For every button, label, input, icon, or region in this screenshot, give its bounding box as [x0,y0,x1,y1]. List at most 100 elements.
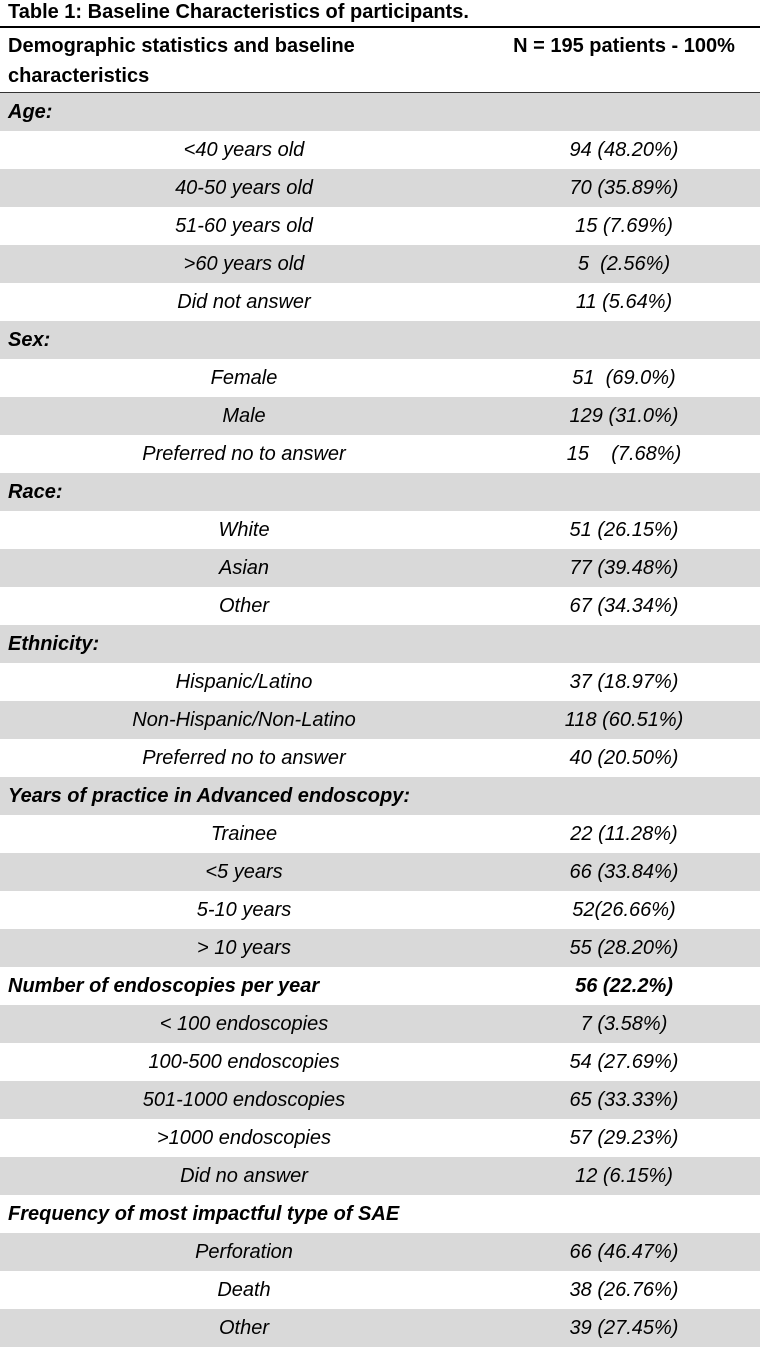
table-row: Female 51 (69.0%) [0,359,760,397]
row-label: Preferred no to answer [142,747,346,769]
row-label: Did not answer [177,291,311,313]
group-label: Years of practice in Advanced endoscopy: [8,785,410,807]
row-label: Preferred no to answer [142,443,346,465]
row-label: <40 years old [183,139,305,161]
table-group-row: Race: [0,473,760,511]
row-label: Trainee [210,823,278,845]
row-value: 5 (2.56%) [577,253,671,275]
table-group-row: Age: [0,93,760,131]
row-value: 7 (3.58%) [580,1013,668,1035]
row-value: 12 (6.15%) [575,1165,673,1187]
row-label: < 100 endoscopies [159,1013,329,1035]
table-row: Death 38 (26.76%) [0,1271,760,1309]
table-group-row: Sex: [0,321,760,359]
row-label: Perforation [195,1241,293,1263]
table-row: Preferred no to answer 40 (20.50%) [0,739,760,777]
row-label: >1000 endoscopies [156,1127,332,1149]
row-value: 70 (35.89%) [569,177,679,199]
table-row: Did no answer 12 (6.15%) [0,1157,760,1195]
row-value: 57 (29.23%) [569,1127,679,1149]
table-row: White 51 (26.15%) [0,511,760,549]
table-group-row: Frequency of most impactful type of SAE [0,1195,760,1233]
table-row: Asian 77 (39.48%) [0,549,760,587]
row-value: 11 (5.64%) [575,291,673,313]
table-row: 100-500 endoscopies 54 (27.69%) [0,1043,760,1081]
table-row: <5 years 66 (33.84%) [0,853,760,891]
row-value: 55 (28.20%) [569,937,679,959]
row-value [488,473,760,511]
row-label: Non-Hispanic/Non-Latino [132,709,356,731]
header-characteristics: Demographic statistics and baseline char… [8,35,355,87]
row-label: Female [210,367,278,389]
row-value: 51 (26.15%) [569,519,679,541]
group-label: Frequency of most impactful type of SAE [8,1203,400,1225]
table-header-row: Demographic statistics and baseline char… [0,28,760,93]
row-value: 54 (27.69%) [569,1051,679,1073]
table-row: Did not answer 11 (5.64%) [0,283,760,321]
row-label: <5 years [205,861,283,883]
row-label: 51-60 years old [175,215,313,237]
row-value: 67 (34.34%) [569,595,679,617]
row-value [488,1195,760,1233]
table-row: >1000 endoscopies 57 (29.23%) [0,1119,760,1157]
table-row: Perforation 66 (46.47%) [0,1233,760,1271]
row-label: Other [218,595,270,617]
row-label: 40-50 years old [175,177,313,199]
group-label: Ethnicity: [8,633,100,655]
table-row: < 100 endoscopies 7 (3.58%) [0,1005,760,1043]
row-value: 65 (33.33%) [569,1089,679,1111]
row-value: 94 (48.20%) [569,139,679,161]
header-patient-count: N = 195 patients - 100% [513,35,735,57]
row-value: 66 (33.84%) [569,861,679,883]
baseline-characteristics-table: Demographic statistics and baseline char… [0,26,760,1347]
row-value: 38 (26.76%) [569,1279,679,1301]
row-value: 51 (69.0%) [572,367,676,389]
row-label: Male [222,405,266,427]
row-value: 52(26.66%) [572,899,676,921]
table-body: Age: <40 years old 94 (48.20%) 40-50 years … [0,93,760,1347]
row-value: 129 (31.0%) [569,405,679,427]
group-label: Age: [8,101,53,123]
table-row: 40-50 years old 70 (35.89%) [0,169,760,207]
row-value [488,93,760,131]
table-group-row: Ethnicity: [0,625,760,663]
row-value: 22 (11.28%) [570,823,678,845]
table-row: Hispanic/Latino 37 (18.97%) [0,663,760,701]
table-row: Other 67 (34.34%) [0,587,760,625]
row-label: Death [217,1279,271,1301]
table-row: Trainee 22 (11.28%) [0,815,760,853]
row-value [488,777,760,815]
table-group-row: Number of endoscopies per year 56 (22.2%) [0,967,760,1005]
row-value: 15 (7.68%) [566,443,682,465]
row-label: > 10 years [197,937,291,959]
row-value [488,321,760,359]
row-value: 39 (27.45%) [569,1317,679,1339]
group-label: Sex: [8,329,51,351]
row-value: 66 (46.47%) [569,1241,679,1263]
table-row: Preferred no to answer 15 (7.68%) [0,435,760,473]
row-value: 56 (22.2%) [575,975,673,997]
table-row: > 10 years 55 (28.20%) [0,929,760,967]
table-row: <40 years old 94 (48.20%) [0,131,760,169]
table-row: Non-Hispanic/Non-Latino 118 (60.51%) [0,701,760,739]
row-label: Other [218,1317,270,1339]
row-value: 77 (39.48%) [569,557,679,579]
row-label: Asian [218,557,270,579]
row-label: 100-500 endoscopies [148,1051,340,1073]
table-row: Male 129 (31.0%) [0,397,760,435]
table-row: 5-10 years 52(26.66%) [0,891,760,929]
row-label: Hispanic/Latino [175,671,313,693]
row-value [488,625,760,663]
row-label: White [218,519,270,541]
row-value: 15 (7.69%) [575,215,673,237]
row-value: 40 (20.50%) [569,747,679,769]
table-row: Other 39 (27.45%) [0,1309,760,1347]
table-group-row: Years of practice in Advanced endoscopy: [0,777,760,815]
row-label: >60 years old [183,253,305,275]
row-label: 501-1000 endoscopies [142,1089,346,1111]
group-label: Number of endoscopies per year [8,975,320,997]
table-row: 501-1000 endoscopies 65 (33.33%) [0,1081,760,1119]
row-value: 118 (60.51%) [564,709,684,731]
table-caption: Table 1: Baseline Characteristics of par… [8,1,469,23]
